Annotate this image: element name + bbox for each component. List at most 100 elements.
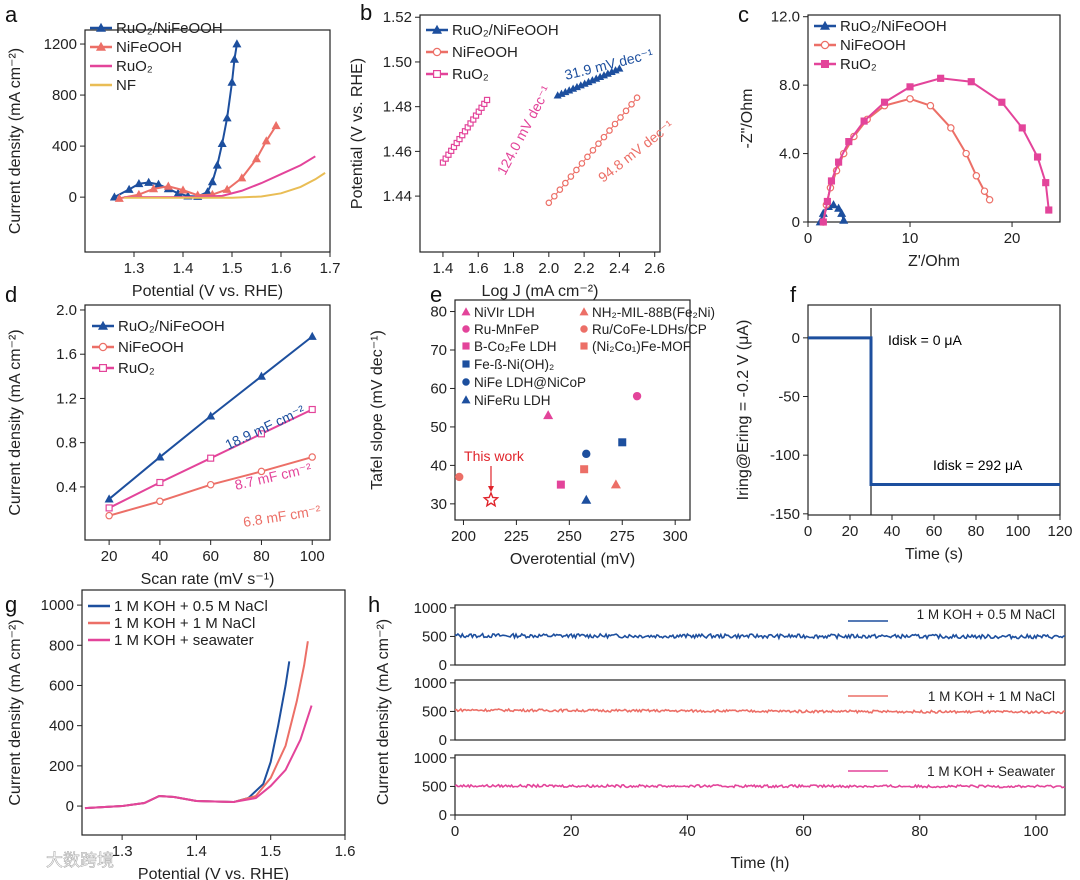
legend-label: NiFeRu LDH xyxy=(474,393,551,408)
y-tick-label: 1.48 xyxy=(383,99,412,116)
data-point xyxy=(595,140,602,148)
data-point xyxy=(827,177,836,185)
data-point xyxy=(834,203,844,212)
data-point xyxy=(163,181,173,190)
data-point xyxy=(632,391,642,401)
x-tick-label: 1.3 xyxy=(124,260,145,277)
series-0 xyxy=(808,336,1060,486)
data-point xyxy=(257,430,266,438)
data-point xyxy=(556,186,564,193)
x-tick-label: 1.8 xyxy=(503,260,524,277)
data-point xyxy=(482,491,500,508)
y-tick-label: 1.44 xyxy=(383,188,412,205)
y-tick-label: 40 xyxy=(430,457,447,474)
plot-frame xyxy=(807,14,1061,223)
data-point xyxy=(584,153,591,161)
legend-marker xyxy=(433,69,442,78)
data-point xyxy=(307,331,317,340)
y-tick-label: 8.0 xyxy=(779,77,800,94)
y-tick-label: 500 xyxy=(422,778,447,795)
watermark-logo: 大数跨境 xyxy=(46,851,114,870)
x-axis-label: Scan rate (mV s⁻¹) xyxy=(141,571,275,588)
series-line xyxy=(808,336,1060,486)
x-tick-label: 300 xyxy=(663,528,688,545)
data-point xyxy=(206,411,216,420)
data-point xyxy=(156,478,164,487)
data-point xyxy=(222,184,232,193)
x-tick-label: 1.7 xyxy=(320,260,341,277)
data-point xyxy=(628,100,635,108)
legend-label: RuO₂/NiFeOOH xyxy=(116,20,223,37)
x-tick-label: 1.4 xyxy=(186,843,207,860)
x-tick-label: 120 xyxy=(1047,523,1072,540)
panel-letter: g xyxy=(5,592,17,617)
series-0 xyxy=(553,64,624,99)
data-point xyxy=(217,138,227,147)
legend-marker xyxy=(462,342,470,350)
data-point xyxy=(823,197,831,206)
legend-marker xyxy=(97,320,109,330)
data-point xyxy=(589,146,597,154)
y-tick-label: 800 xyxy=(52,87,77,104)
series-1 xyxy=(114,120,281,202)
x-axis-label: Overotential (mV) xyxy=(510,551,635,568)
x-tick-label: 1.6 xyxy=(335,843,356,860)
legend-label: NF xyxy=(116,77,136,94)
series-line xyxy=(454,707,1066,715)
data-point xyxy=(156,497,164,506)
y-tick-label: -50 xyxy=(778,389,800,406)
data-point xyxy=(962,149,970,158)
legend-marker xyxy=(820,40,830,50)
series-3 xyxy=(124,172,326,199)
data-point xyxy=(633,94,641,102)
data-point xyxy=(985,196,994,204)
data-point xyxy=(222,113,232,122)
series-9 xyxy=(482,491,500,508)
panel-letter: b xyxy=(360,0,372,25)
x-tick-label: 40 xyxy=(884,523,901,540)
x-tick-label: 20 xyxy=(842,523,859,540)
plot-frame xyxy=(454,679,1066,741)
data-point xyxy=(483,96,491,104)
x-tick-label: 0 xyxy=(804,230,812,247)
y-tick-label: 50 xyxy=(430,419,447,436)
legend-label: B-Co₂Fe LDH xyxy=(474,339,557,354)
y-axis-label: Tafel slope (mV dec⁻¹) xyxy=(369,330,386,490)
legend-marker xyxy=(95,22,107,32)
disk-current-label: Idisk = 292 μA xyxy=(933,457,1023,473)
series-7 xyxy=(582,449,591,459)
panel-letter: e xyxy=(430,282,442,307)
data-point xyxy=(134,179,144,188)
y-tick-label: 1000 xyxy=(414,675,447,692)
data-point xyxy=(114,193,124,202)
data-point xyxy=(611,120,619,128)
series-1 xyxy=(819,95,994,226)
data-point xyxy=(105,504,113,512)
y-tick-label: 200 xyxy=(49,758,74,775)
data-point xyxy=(271,120,281,130)
x-tick-label: 1.4 xyxy=(173,260,194,277)
subplot-2: 0 500 1000 1 M KOH + Seawater xyxy=(414,750,1066,824)
legend-label: RuO₂/NiFeOOH xyxy=(118,318,225,335)
plot-frame xyxy=(419,14,661,253)
y-axis-label: Current density (mA cm⁻²) xyxy=(7,329,24,515)
x-tick-label: 2.4 xyxy=(609,260,630,277)
legend-marker xyxy=(431,24,443,34)
y-axis-label: Current density (mA cm⁻²) xyxy=(375,619,392,805)
panel-letter: a xyxy=(5,2,18,27)
y-axis-label: Current density (mA cm⁻²) xyxy=(7,48,24,234)
plot-frame xyxy=(454,299,691,521)
legend-marker xyxy=(820,59,829,68)
data-point xyxy=(835,158,843,166)
data-point xyxy=(926,101,935,110)
x-tick-label: 1.6 xyxy=(271,260,292,277)
data-point xyxy=(1042,179,1050,187)
legend-marker xyxy=(461,395,471,404)
data-point xyxy=(839,215,849,224)
data-point xyxy=(998,98,1006,106)
data-point xyxy=(860,117,868,125)
series-2 xyxy=(84,705,313,810)
legend-label: (Ni₂Co₁)Fe-MOF xyxy=(592,339,691,354)
